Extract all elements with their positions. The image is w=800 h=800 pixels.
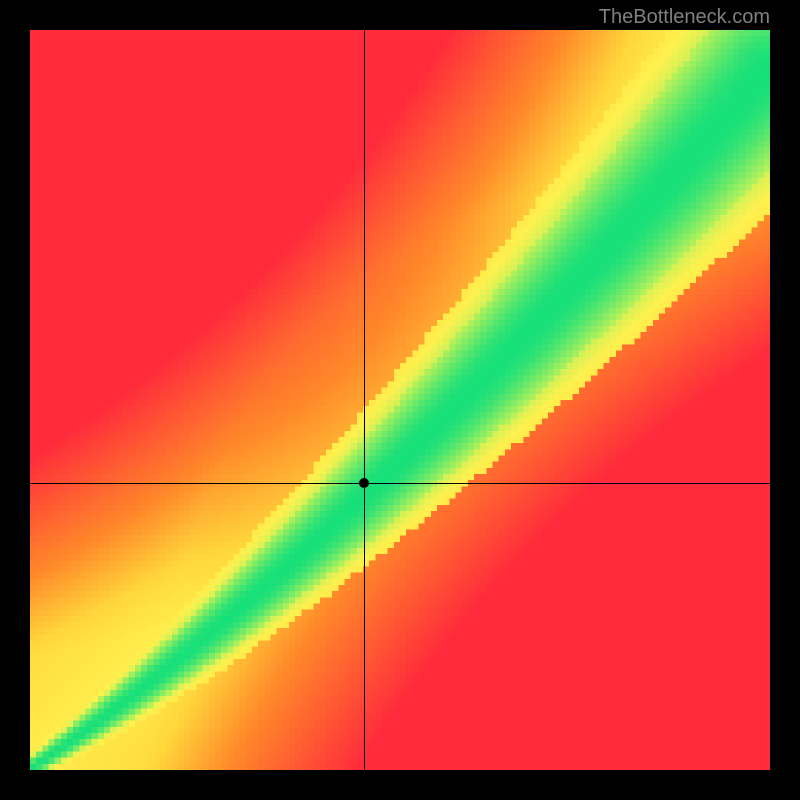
data-point-marker [359, 478, 369, 488]
watermark-text: TheBottleneck.com [599, 6, 770, 29]
plot-area [30, 30, 770, 770]
crosshair-horizontal [30, 483, 770, 484]
bottleneck-heatmap [30, 30, 770, 770]
crosshair-vertical [364, 30, 365, 770]
